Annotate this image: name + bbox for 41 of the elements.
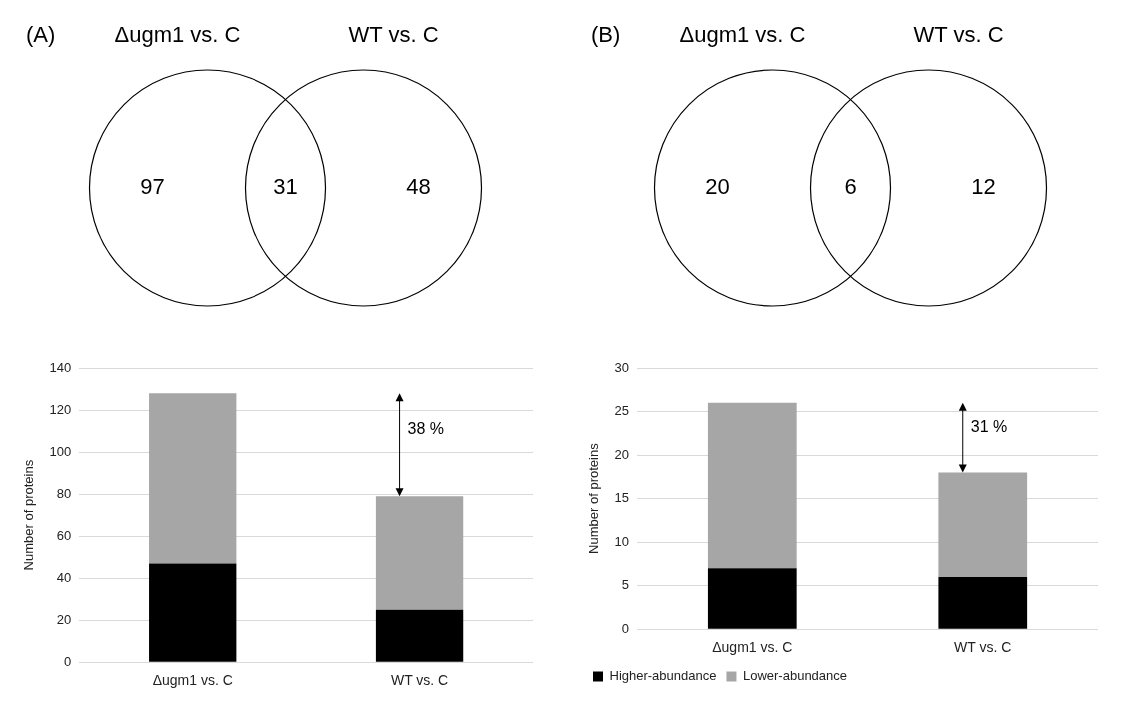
y-tick-label: 140 <box>49 359 72 375</box>
y-tick-label: 100 <box>49 443 72 459</box>
y-tick-label: 25 <box>614 403 630 419</box>
legend-label: Lower-abundance <box>742 668 848 684</box>
annotation: 31 % <box>970 417 1008 435</box>
bar <box>149 563 237 662</box>
text: 20 <box>705 174 730 200</box>
y-tick-label: 120 <box>49 401 72 417</box>
category-label: Δugm1 vs. C <box>114 22 241 48</box>
y-tick-label: 20 <box>614 446 630 462</box>
bar <box>707 402 797 569</box>
legend-label: Higher-abundance <box>609 668 717 684</box>
y-tick-label: 80 <box>56 485 72 501</box>
bar <box>938 472 1028 577</box>
y-tick-label: 5 <box>621 577 630 593</box>
text: 48 <box>406 174 431 200</box>
bar <box>375 609 464 662</box>
y-tick-label: 20 <box>56 611 72 627</box>
text: 31 <box>273 174 298 200</box>
y-axis-title: Number of proteins <box>586 442 602 554</box>
bar <box>707 568 797 629</box>
category-label: WT vs. C <box>913 22 1004 48</box>
bar <box>149 393 237 564</box>
text: (B) <box>591 22 621 48</box>
annotation: 38 % <box>407 419 445 437</box>
text: 6 <box>844 174 857 200</box>
y-tick-label: 60 <box>56 527 72 543</box>
y-tick-label: 0 <box>64 653 72 669</box>
y-tick-label: 40 <box>56 569 72 585</box>
text: 97 <box>140 174 165 200</box>
bar <box>938 576 1028 629</box>
y-tick-label: 30 <box>614 359 630 375</box>
text: (A) <box>26 22 56 48</box>
y-tick-label: 0 <box>621 620 630 636</box>
y-tick-label: 10 <box>614 533 630 549</box>
category-label: Δugm1 vs. C <box>679 22 806 48</box>
y-tick-label: 15 <box>614 490 630 506</box>
text: 12 <box>971 174 996 200</box>
y-axis-title: Number of proteins <box>21 459 37 571</box>
category-label: WT vs. C <box>348 22 439 48</box>
bar <box>375 496 464 610</box>
